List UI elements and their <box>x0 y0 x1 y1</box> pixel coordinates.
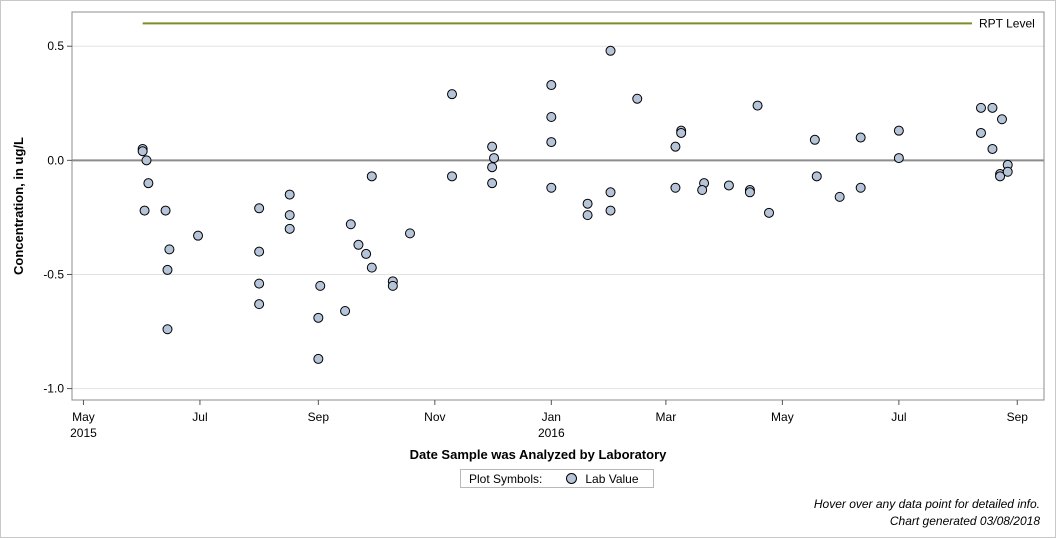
data-point[interactable] <box>975 127 986 138</box>
x-tick-label: Sep <box>1007 410 1029 424</box>
x-tick-label: May <box>771 410 794 424</box>
legend: Plot Symbols: Lab Value <box>460 469 654 488</box>
data-point[interactable] <box>834 191 845 202</box>
y-axis-ticks: 0.5 0.0 -0.5 -1.0 <box>43 39 72 396</box>
data-point[interactable] <box>137 146 148 157</box>
data-point[interactable] <box>632 93 643 104</box>
y-tick-label: -1.0 <box>43 382 64 396</box>
x-axis-label: Date Sample was Analyzed by Laboratory <box>410 447 667 462</box>
data-point[interactable] <box>1002 166 1013 177</box>
data-point[interactable] <box>353 239 364 250</box>
y-axis-label: Concentration, in ug/L <box>11 137 26 275</box>
data-point[interactable] <box>254 278 265 289</box>
data-point[interactable] <box>313 312 324 323</box>
data-point[interactable] <box>254 299 265 310</box>
data-point[interactable] <box>546 111 557 122</box>
data-point[interactable] <box>254 203 265 214</box>
legend-item-label: Lab Value <box>585 471 639 486</box>
data-point[interactable] <box>162 264 173 275</box>
data-point[interactable] <box>366 171 377 182</box>
x-tick-label: Nov <box>424 410 445 424</box>
data-point[interactable] <box>193 230 204 241</box>
data-point[interactable] <box>405 228 416 239</box>
x-tick-label: May <box>72 410 95 424</box>
plot-area-border <box>71 11 1045 401</box>
data-point[interactable] <box>160 205 171 216</box>
data-point[interactable] <box>284 189 295 200</box>
x-tick-label: Jul <box>192 410 207 424</box>
data-point[interactable] <box>361 248 372 259</box>
data-point[interactable] <box>582 210 593 221</box>
data-point[interactable] <box>975 102 986 113</box>
data-point[interactable] <box>605 205 616 216</box>
data-point[interactable] <box>315 280 326 291</box>
data-point[interactable] <box>546 137 557 148</box>
data-point[interactable] <box>254 246 265 257</box>
data-point[interactable] <box>855 132 866 143</box>
x-tick-label: Sep <box>308 410 330 424</box>
data-point[interactable] <box>764 207 775 218</box>
data-point[interactable] <box>809 134 820 145</box>
y-tick-label: 0.0 <box>47 153 64 167</box>
legend-marker-icon <box>566 473 578 484</box>
x-tick-label: Jul <box>891 410 906 424</box>
data-point[interactable] <box>546 80 557 91</box>
grid-lines <box>72 45 1044 390</box>
data-point[interactable] <box>487 141 498 152</box>
data-point[interactable] <box>893 153 904 164</box>
data-point[interactable] <box>855 182 866 193</box>
data-point[interactable] <box>284 210 295 221</box>
data-point[interactable] <box>284 223 295 234</box>
data-point[interactable] <box>139 205 150 216</box>
data-point[interactable] <box>582 198 593 209</box>
data-point[interactable] <box>811 171 822 182</box>
data-point[interactable] <box>987 143 998 154</box>
x-axis-ticks: May 2015 Jul Sep Nov Jan 2016 Mar May Jul Sep <box>70 400 1028 440</box>
data-point[interactable] <box>447 171 458 182</box>
x-tick-sublabel: 2015 <box>70 426 97 440</box>
data-point[interactable] <box>996 114 1007 125</box>
data-point[interactable] <box>447 89 458 100</box>
rpt-level-label: RPT Level <box>979 16 1035 30</box>
data-point[interactable] <box>670 141 681 152</box>
x-tick-label: Jan <box>542 410 561 424</box>
data-point[interactable] <box>697 185 708 196</box>
x-tick-label: Mar <box>656 410 677 424</box>
data-point[interactable] <box>487 162 498 173</box>
data-point[interactable] <box>752 100 763 111</box>
data-point[interactable] <box>605 187 616 198</box>
data-point[interactable] <box>605 45 616 56</box>
data-point[interactable] <box>723 180 734 191</box>
hover-hint: Hover over any data point for detailed i… <box>813 497 1040 511</box>
x-tick-sublabel: 2016 <box>538 426 565 440</box>
data-point[interactable] <box>546 182 557 193</box>
data-point[interactable] <box>141 155 152 166</box>
data-point[interactable] <box>143 178 154 189</box>
chart-generated-date: Chart generated 03/08/2018 <box>889 514 1040 528</box>
data-point[interactable] <box>987 102 998 113</box>
legend-title: Plot Symbols: <box>469 471 543 486</box>
data-point[interactable] <box>744 187 755 198</box>
data-point[interactable] <box>340 305 351 316</box>
data-point[interactable] <box>670 182 681 193</box>
data-point[interactable] <box>162 324 173 335</box>
data-point[interactable] <box>366 262 377 273</box>
data-point[interactable] <box>995 171 1006 182</box>
data-point[interactable] <box>489 153 500 164</box>
data-point[interactable] <box>676 127 687 138</box>
data-point[interactable] <box>313 353 324 364</box>
data-point[interactable] <box>487 178 498 189</box>
data-point[interactable] <box>893 125 904 136</box>
data-points[interactable] <box>137 45 1013 364</box>
data-point[interactable] <box>164 244 175 255</box>
y-tick-label: -0.5 <box>43 267 64 281</box>
data-point[interactable] <box>387 280 398 291</box>
data-point[interactable] <box>345 219 356 230</box>
y-tick-label: 0.5 <box>47 39 64 53</box>
